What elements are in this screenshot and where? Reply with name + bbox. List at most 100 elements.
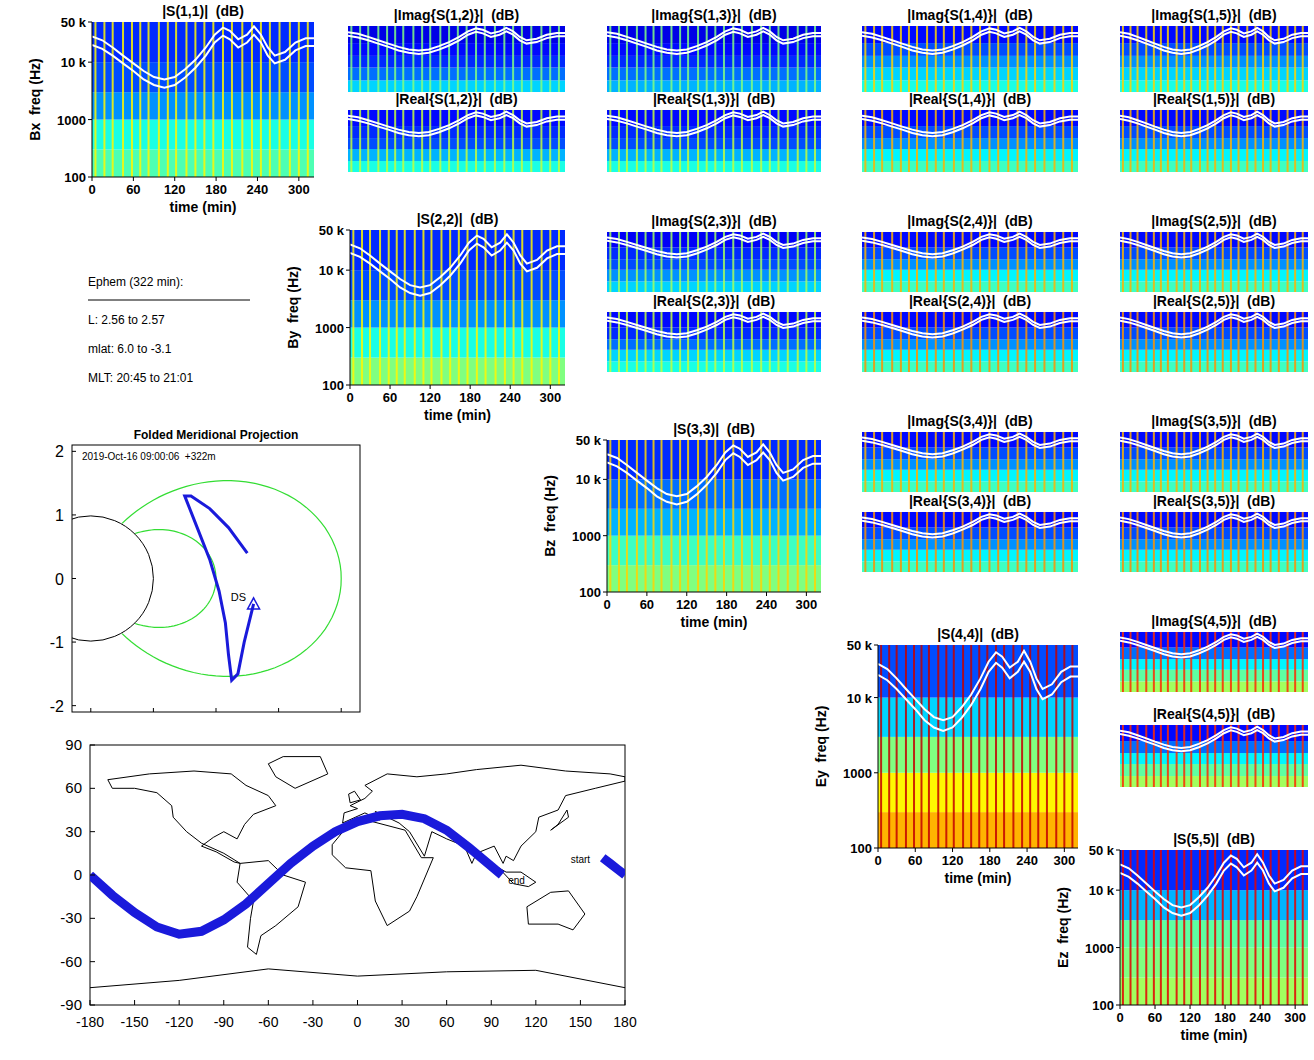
y-tick xyxy=(88,177,92,178)
spectrogram-panel: |Real{S(2,4)}| (dB) xyxy=(862,293,1078,372)
spectrogram-data xyxy=(1120,232,1308,292)
impulse xyxy=(1294,632,1296,692)
cutoff-curve xyxy=(862,237,1078,258)
x-tick-label: 0 xyxy=(1116,1010,1123,1025)
impulse xyxy=(1270,312,1272,372)
impulse xyxy=(970,312,972,372)
earth xyxy=(72,516,153,641)
impulse xyxy=(1294,850,1296,1005)
impulse xyxy=(660,110,662,172)
impulse xyxy=(549,110,551,172)
x-tick-label: 120 xyxy=(164,182,186,197)
cutoff-curve xyxy=(1120,637,1308,658)
impulse xyxy=(1254,110,1256,172)
x-tick xyxy=(1027,848,1028,852)
heat-cell xyxy=(862,481,1078,492)
y-tick xyxy=(1116,890,1120,891)
panel-title: |Imag{S(2,4)}| (dB) xyxy=(907,213,1032,229)
y-tick-label: 2 xyxy=(55,443,64,460)
cutoff-curve xyxy=(607,314,821,335)
impulse xyxy=(1130,632,1132,692)
impulse xyxy=(369,230,371,385)
impulse xyxy=(943,312,945,372)
x-tick xyxy=(257,177,258,181)
impulse xyxy=(1230,512,1232,572)
y-tick xyxy=(1116,850,1120,851)
impulse xyxy=(1214,850,1216,1005)
impulse xyxy=(1190,26,1192,92)
track-label: end xyxy=(508,875,525,886)
x-tick-label: 90 xyxy=(483,1014,499,1030)
impulse xyxy=(1238,725,1240,787)
impulse xyxy=(1254,312,1256,372)
impulse xyxy=(1278,26,1280,92)
impulse xyxy=(953,26,955,92)
impulse xyxy=(926,110,928,172)
x-tick-label: 240 xyxy=(247,182,269,197)
impulse xyxy=(970,512,972,572)
y-tick xyxy=(72,578,76,579)
impulse xyxy=(653,312,655,372)
impulse xyxy=(1238,632,1240,692)
impulse xyxy=(1230,26,1232,92)
impulse xyxy=(1278,725,1280,787)
figure: |S(1,1)| (dB)100100010 k50 k060120180240… xyxy=(0,0,1314,1060)
cutoff-curve xyxy=(1120,863,1308,916)
impulse xyxy=(1214,26,1216,92)
impulse xyxy=(697,26,699,92)
impulse xyxy=(1167,725,1169,787)
impulse xyxy=(549,230,551,385)
cutoff-curve xyxy=(1120,434,1308,455)
impulse xyxy=(298,22,300,177)
x-tick xyxy=(223,1000,224,1005)
impulse xyxy=(896,645,898,848)
heat-cell xyxy=(350,328,565,358)
impulse xyxy=(1183,432,1185,492)
panel-title: |Imag{S(1,5)}| (dB) xyxy=(1151,7,1276,23)
heat-cell xyxy=(862,149,1078,161)
spectrogram-panel: |Imag{S(1,2)}| (dB) xyxy=(348,7,565,92)
y-tick xyxy=(90,745,95,746)
impulse xyxy=(1254,850,1256,1005)
x-tick xyxy=(646,592,647,596)
x-tick xyxy=(216,177,217,181)
impulse xyxy=(457,110,459,172)
impulse xyxy=(760,110,762,172)
y-tick-label: 1000 xyxy=(1085,941,1114,956)
heat-cell xyxy=(878,737,1078,773)
x-tick xyxy=(726,592,727,596)
impulse xyxy=(448,26,450,92)
impulse xyxy=(504,230,506,385)
impulse xyxy=(805,232,807,292)
panel-title: |S(4,4)| (dB) xyxy=(937,626,1019,642)
impulse xyxy=(377,110,379,172)
impulse xyxy=(1183,312,1185,372)
impulse xyxy=(1176,512,1178,572)
impulse xyxy=(670,232,672,292)
x-tick-label: 60 xyxy=(640,597,654,612)
impulse xyxy=(1153,26,1155,92)
spectrogram-data xyxy=(92,22,314,177)
impulse xyxy=(905,645,907,848)
y-tick xyxy=(90,788,95,789)
cutoff-curve xyxy=(1120,437,1308,458)
impulse xyxy=(1270,232,1272,292)
impulse xyxy=(741,110,743,172)
heat-cell xyxy=(92,62,314,92)
impulse xyxy=(645,312,647,372)
impulse xyxy=(1153,432,1155,492)
impulse xyxy=(1278,110,1280,172)
impulse xyxy=(131,22,133,177)
impulse xyxy=(530,26,532,92)
cutoff-curve xyxy=(350,243,565,296)
impulse xyxy=(962,110,964,172)
impulse xyxy=(1167,110,1169,172)
spectrogram-panel: |Imag{S(4,5)}| (dB) xyxy=(1120,613,1308,692)
impulse xyxy=(1034,312,1036,372)
impulse xyxy=(279,22,281,177)
y-tick-label: 50 k xyxy=(576,433,602,448)
panel-title: |Real{S(1,3)}| (dB) xyxy=(653,91,775,107)
impulse xyxy=(175,22,177,177)
impulse xyxy=(1003,645,1005,848)
heat-cell xyxy=(878,812,1078,848)
